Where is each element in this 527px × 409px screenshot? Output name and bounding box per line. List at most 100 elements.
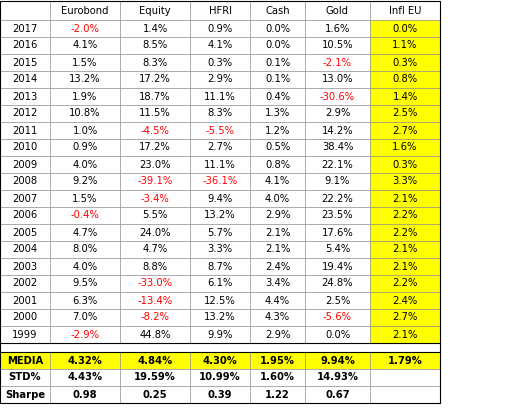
Text: 10.8%: 10.8%	[69, 108, 101, 119]
Bar	[305, 309, 370, 326]
Text: 3.4%: 3.4%	[265, 279, 290, 288]
Bar	[120, 369, 190, 386]
Bar	[370, 37, 440, 54]
Text: 2.9%: 2.9%	[265, 211, 290, 220]
Bar	[190, 369, 250, 386]
Bar	[0, 207, 50, 224]
Text: 22.2%: 22.2%	[321, 193, 354, 204]
Text: 24.8%: 24.8%	[322, 279, 353, 288]
Text: 3.3%: 3.3%	[208, 245, 232, 254]
Text: 0.4%: 0.4%	[265, 92, 290, 101]
Bar	[250, 139, 305, 156]
Text: 23.5%: 23.5%	[321, 211, 353, 220]
Text: 0.0%: 0.0%	[265, 23, 290, 34]
Bar	[0, 173, 50, 190]
Bar	[0, 37, 50, 54]
Bar	[50, 20, 120, 37]
Text: Infl EU: Infl EU	[389, 5, 421, 16]
Bar	[0, 54, 50, 71]
Text: -2.0%: -2.0%	[71, 23, 100, 34]
Text: 4.3%: 4.3%	[265, 312, 290, 323]
Bar	[190, 241, 250, 258]
Bar	[50, 54, 120, 71]
Text: -2.1%: -2.1%	[323, 58, 352, 67]
Bar	[120, 173, 190, 190]
Text: 6.1%: 6.1%	[207, 279, 233, 288]
Text: Equity: Equity	[139, 5, 171, 16]
Bar	[0, 139, 50, 156]
Text: -30.6%: -30.6%	[320, 92, 355, 101]
Bar	[0, 352, 50, 369]
Bar	[0, 326, 50, 343]
Text: 4.32%: 4.32%	[67, 355, 102, 366]
Text: STD%: STD%	[8, 373, 41, 382]
Text: 13.2%: 13.2%	[204, 211, 236, 220]
Text: -0.4%: -0.4%	[71, 211, 100, 220]
Text: 8.8%: 8.8%	[142, 261, 168, 272]
Bar	[120, 105, 190, 122]
Bar	[305, 386, 370, 403]
Bar	[0, 258, 50, 275]
Bar	[0, 105, 50, 122]
Bar	[120, 386, 190, 403]
Text: -36.1%: -36.1%	[202, 177, 238, 187]
Bar	[120, 88, 190, 105]
Bar	[50, 207, 120, 224]
Bar	[250, 88, 305, 105]
Text: HFRI: HFRI	[209, 5, 231, 16]
Text: 2.5%: 2.5%	[392, 108, 418, 119]
Bar	[120, 258, 190, 275]
Text: 2.4%: 2.4%	[393, 295, 417, 306]
Text: 2.1%: 2.1%	[265, 227, 290, 238]
Text: 9.5%: 9.5%	[72, 279, 97, 288]
Text: 0.8%: 0.8%	[265, 160, 290, 169]
Text: 1.60%: 1.60%	[260, 373, 295, 382]
Bar	[305, 224, 370, 241]
Bar	[190, 1, 250, 20]
Text: 2.9%: 2.9%	[325, 108, 350, 119]
Text: 8.3%: 8.3%	[208, 108, 232, 119]
Bar	[370, 105, 440, 122]
Bar	[0, 224, 50, 241]
Bar	[250, 386, 305, 403]
Bar	[50, 139, 120, 156]
Bar	[120, 1, 190, 20]
Bar	[120, 54, 190, 71]
Text: 2016: 2016	[12, 40, 38, 50]
Text: 0.3%: 0.3%	[208, 58, 232, 67]
Text: 17.2%: 17.2%	[139, 142, 171, 153]
Text: 2008: 2008	[13, 177, 37, 187]
Text: 2.2%: 2.2%	[392, 279, 418, 288]
Text: 3.3%: 3.3%	[393, 177, 417, 187]
Bar	[50, 352, 120, 369]
Text: 11.1%: 11.1%	[204, 160, 236, 169]
Text: 9.94%: 9.94%	[320, 355, 355, 366]
Bar	[190, 326, 250, 343]
Text: 4.7%: 4.7%	[72, 227, 97, 238]
Bar	[250, 105, 305, 122]
Bar	[370, 275, 440, 292]
Text: 24.0%: 24.0%	[139, 227, 171, 238]
Bar	[120, 309, 190, 326]
Text: 0.0%: 0.0%	[265, 40, 290, 50]
Bar	[305, 156, 370, 173]
Text: 17.2%: 17.2%	[139, 74, 171, 85]
Text: 1.95%: 1.95%	[260, 355, 295, 366]
Text: 2017: 2017	[12, 23, 38, 34]
Bar	[50, 275, 120, 292]
Text: 2.9%: 2.9%	[207, 74, 233, 85]
Text: 1.1%: 1.1%	[392, 40, 418, 50]
Bar	[250, 224, 305, 241]
Bar	[250, 275, 305, 292]
Text: -5.5%: -5.5%	[206, 126, 235, 135]
Bar	[0, 369, 50, 386]
Bar	[0, 88, 50, 105]
Bar	[0, 190, 50, 207]
Text: 1.3%: 1.3%	[265, 108, 290, 119]
Bar	[305, 326, 370, 343]
Text: 2013: 2013	[12, 92, 37, 101]
Bar	[250, 190, 305, 207]
Text: 4.1%: 4.1%	[208, 40, 232, 50]
Text: 1.79%: 1.79%	[387, 355, 423, 366]
Text: 13.2%: 13.2%	[204, 312, 236, 323]
